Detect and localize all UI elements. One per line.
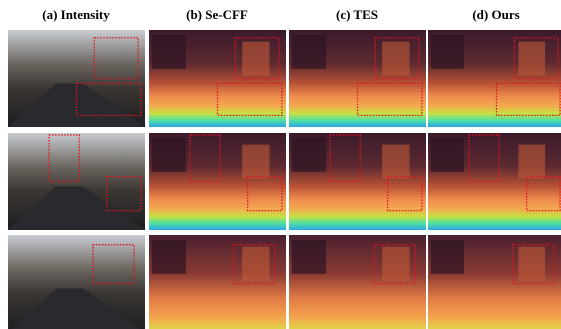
depth-object (242, 145, 269, 179)
depth-object (152, 240, 186, 274)
page: {"columns": ["(a) Intensity", "(b) Se-CF… (0, 0, 561, 329)
depth-object (292, 35, 326, 69)
depth-object (242, 247, 269, 281)
depth-object (518, 145, 545, 179)
depth-object (152, 35, 186, 69)
depth-object (431, 35, 464, 69)
depth-object (152, 138, 186, 172)
depth-object (242, 42, 269, 76)
depth-object (382, 247, 409, 281)
column-header: (c) TES (336, 7, 378, 22)
figure: (a) Intensity (b) Se-CFF (c) TES (d) Our… (0, 0, 561, 329)
depth-object (518, 247, 545, 281)
column-header: (a) Intensity (42, 7, 110, 22)
depth-object (382, 42, 409, 76)
column-header: (d) Ours (472, 7, 519, 22)
column-header: (b) Se-CFF (186, 7, 248, 22)
depth-object (518, 42, 545, 76)
depth-object (431, 240, 464, 274)
depth-object (292, 240, 326, 274)
depth-object (292, 138, 326, 172)
depth-object (382, 145, 409, 179)
depth-object (431, 138, 464, 172)
